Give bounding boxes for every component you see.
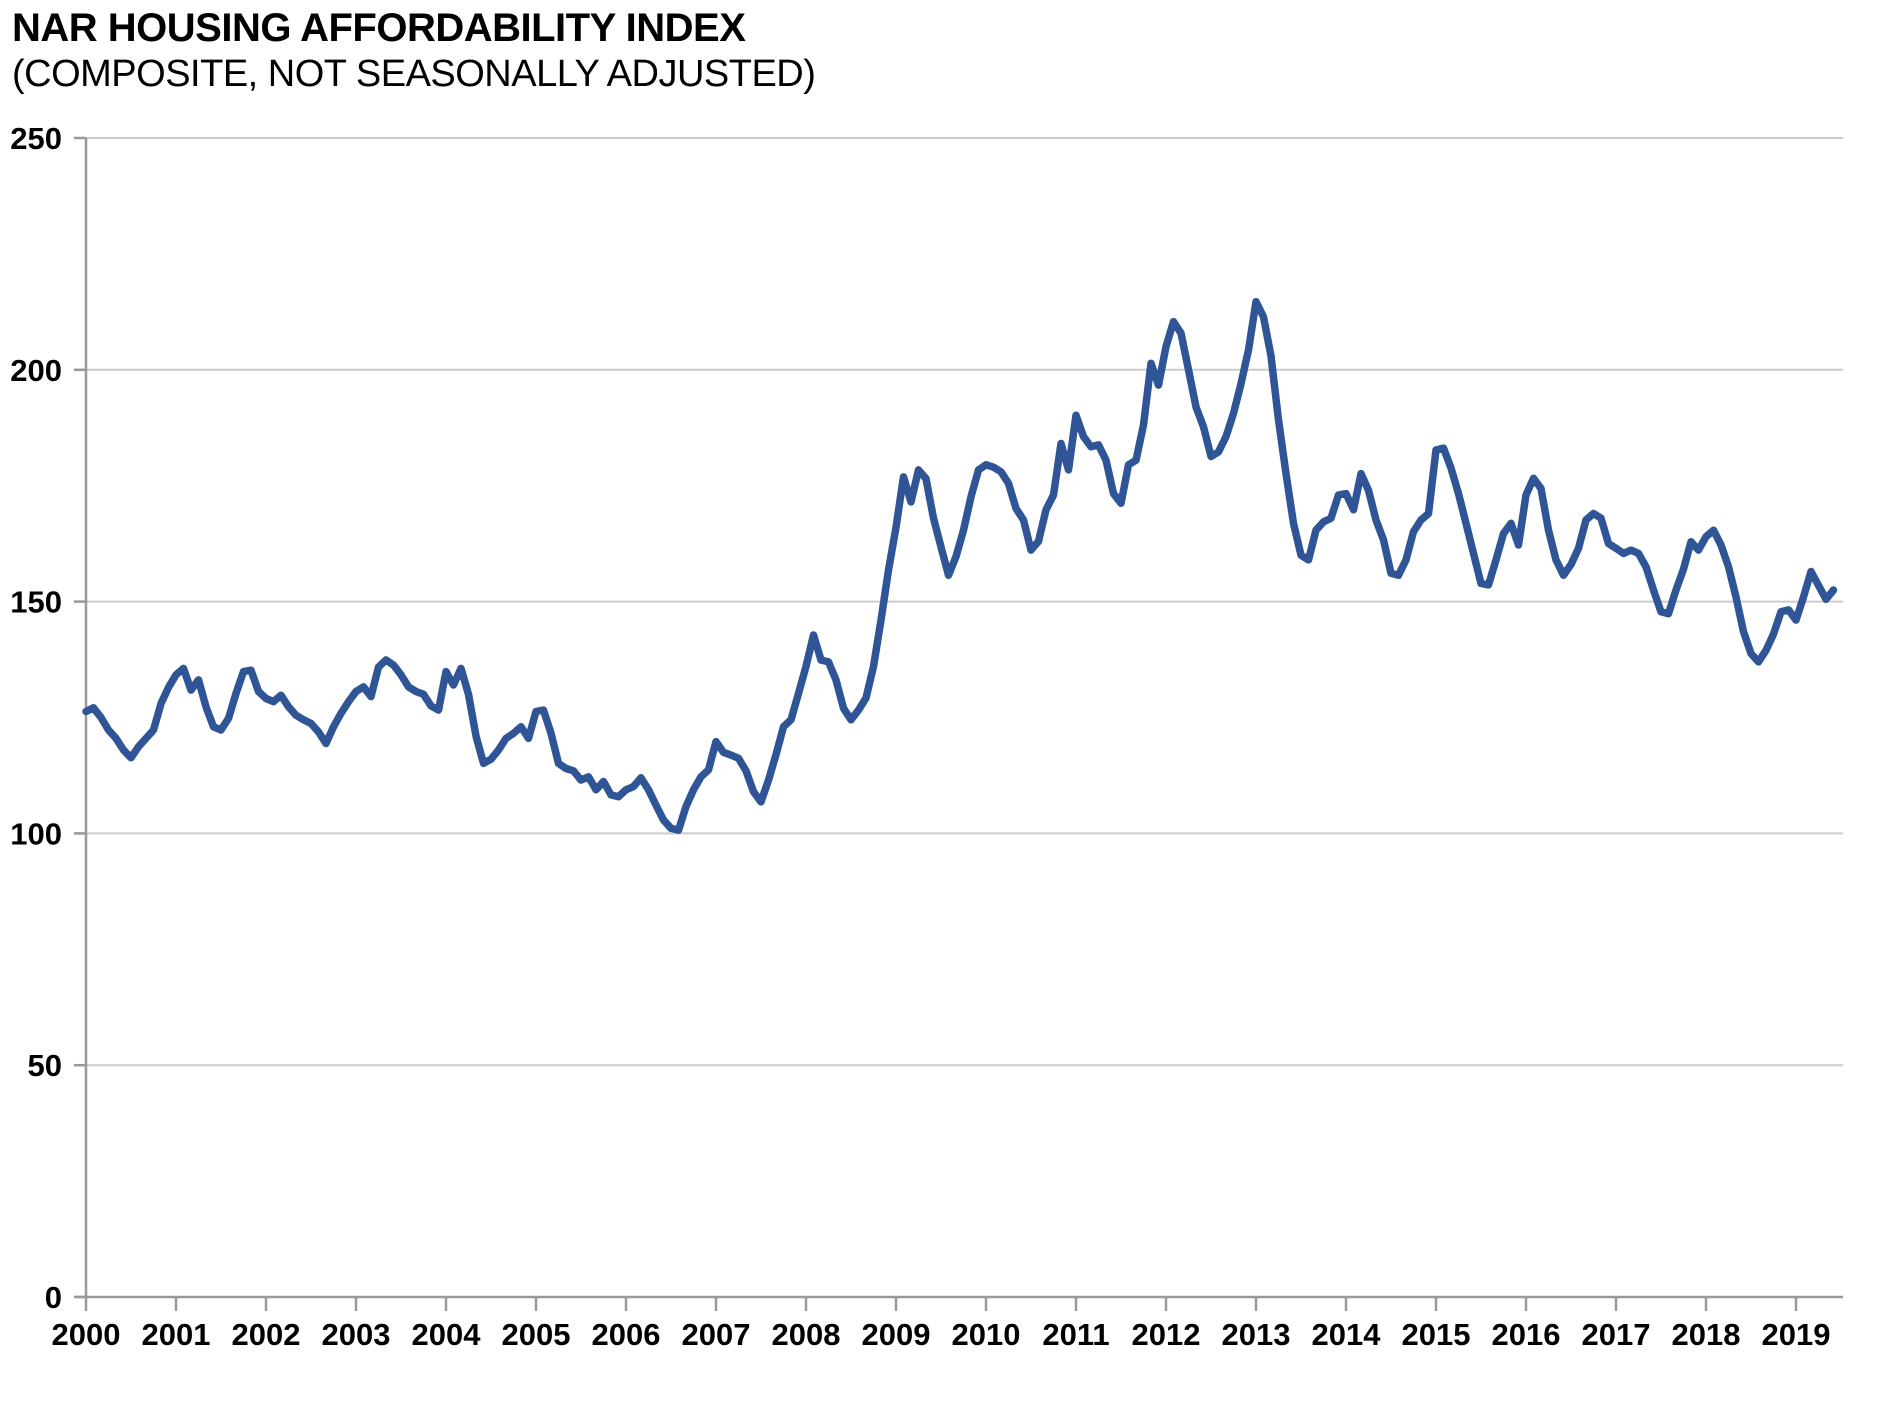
y-tick-label-150: 150 bbox=[10, 585, 62, 620]
x-tick-label-2010: 2010 bbox=[952, 1317, 1021, 1352]
x-tick-label-2018: 2018 bbox=[1672, 1317, 1741, 1352]
x-tick-label-2002: 2002 bbox=[232, 1317, 301, 1352]
x-tick-label-2000: 2000 bbox=[52, 1317, 121, 1352]
x-tick-label-2004: 2004 bbox=[412, 1317, 482, 1352]
y-tick-label-100: 100 bbox=[10, 816, 62, 851]
x-tick-label-2001: 2001 bbox=[142, 1317, 211, 1352]
chart-title: NAR HOUSING AFFORDABILITY INDEX bbox=[12, 6, 746, 50]
x-tick-label-2019: 2019 bbox=[1762, 1317, 1831, 1352]
chart-subtitle: (COMPOSITE, NOT SEASONALLY ADJUSTED) bbox=[12, 53, 816, 95]
x-tick-label-2005: 2005 bbox=[502, 1317, 571, 1352]
x-tick-label-2014: 2014 bbox=[1312, 1317, 1382, 1352]
x-tick-label-2007: 2007 bbox=[682, 1317, 751, 1352]
x-tick-label-2009: 2009 bbox=[862, 1317, 931, 1352]
chart-header: NAR HOUSING AFFORDABILITY INDEX (COMPOSI… bbox=[12, 4, 816, 98]
x-tick-label-2008: 2008 bbox=[772, 1317, 841, 1352]
x-tick-label-2012: 2012 bbox=[1132, 1317, 1201, 1352]
y-tick-label-250: 250 bbox=[10, 121, 62, 156]
x-tick-label-2003: 2003 bbox=[322, 1317, 391, 1352]
x-tick-label-2017: 2017 bbox=[1582, 1317, 1651, 1352]
affordability-index-line bbox=[82, 297, 1838, 834]
y-tick-label-0: 0 bbox=[45, 1280, 62, 1315]
x-tick-label-2013: 2013 bbox=[1222, 1317, 1291, 1352]
y-tick-label-200: 200 bbox=[10, 353, 62, 388]
y-tick-label-50: 50 bbox=[28, 1048, 62, 1083]
x-tick-label-2006: 2006 bbox=[592, 1317, 661, 1352]
x-tick-label-2015: 2015 bbox=[1402, 1317, 1471, 1352]
x-tick-label-2016: 2016 bbox=[1492, 1317, 1561, 1352]
x-tick-label-2011: 2011 bbox=[1042, 1317, 1109, 1352]
